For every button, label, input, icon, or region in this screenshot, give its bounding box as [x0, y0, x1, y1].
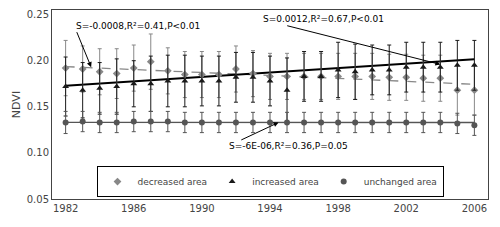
svg-text:1994: 1994	[257, 203, 282, 214]
svg-text:1998: 1998	[325, 203, 350, 214]
svg-text:0.10: 0.10	[27, 147, 49, 158]
svg-text:NDVI: NDVI	[10, 91, 23, 118]
svg-text:S=0.0012,R²=0.67,P<0.01: S=0.0012,R²=0.67,P<0.01	[263, 14, 384, 24]
svg-text:S=-6E-06,R²=0.36,P=0.05: S=-6E-06,R²=0.36,P=0.05	[229, 141, 348, 151]
svg-text:increased area: increased area	[252, 177, 319, 187]
svg-text:0.25: 0.25	[27, 9, 49, 20]
svg-text:0.20: 0.20	[27, 55, 49, 66]
svg-text:0.15: 0.15	[27, 101, 49, 112]
svg-text:S=-0.0008,R²=0.41,P<0.01: S=-0.0008,R²=0.41,P<0.01	[76, 21, 200, 31]
svg-text:1990: 1990	[189, 203, 214, 214]
svg-text:unchanged area: unchanged area	[364, 177, 437, 187]
svg-text:1986: 1986	[121, 203, 146, 214]
svg-text:2006: 2006	[462, 203, 487, 214]
svg-text:0.05: 0.05	[27, 194, 49, 205]
svg-text:decreased area: decreased area	[138, 177, 208, 187]
svg-text:2002: 2002	[394, 203, 419, 214]
svg-text:1982: 1982	[53, 203, 78, 214]
